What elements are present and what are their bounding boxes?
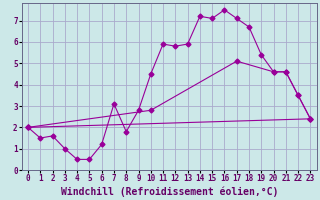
X-axis label: Windchill (Refroidissement éolien,°C): Windchill (Refroidissement éolien,°C) [60, 186, 278, 197]
